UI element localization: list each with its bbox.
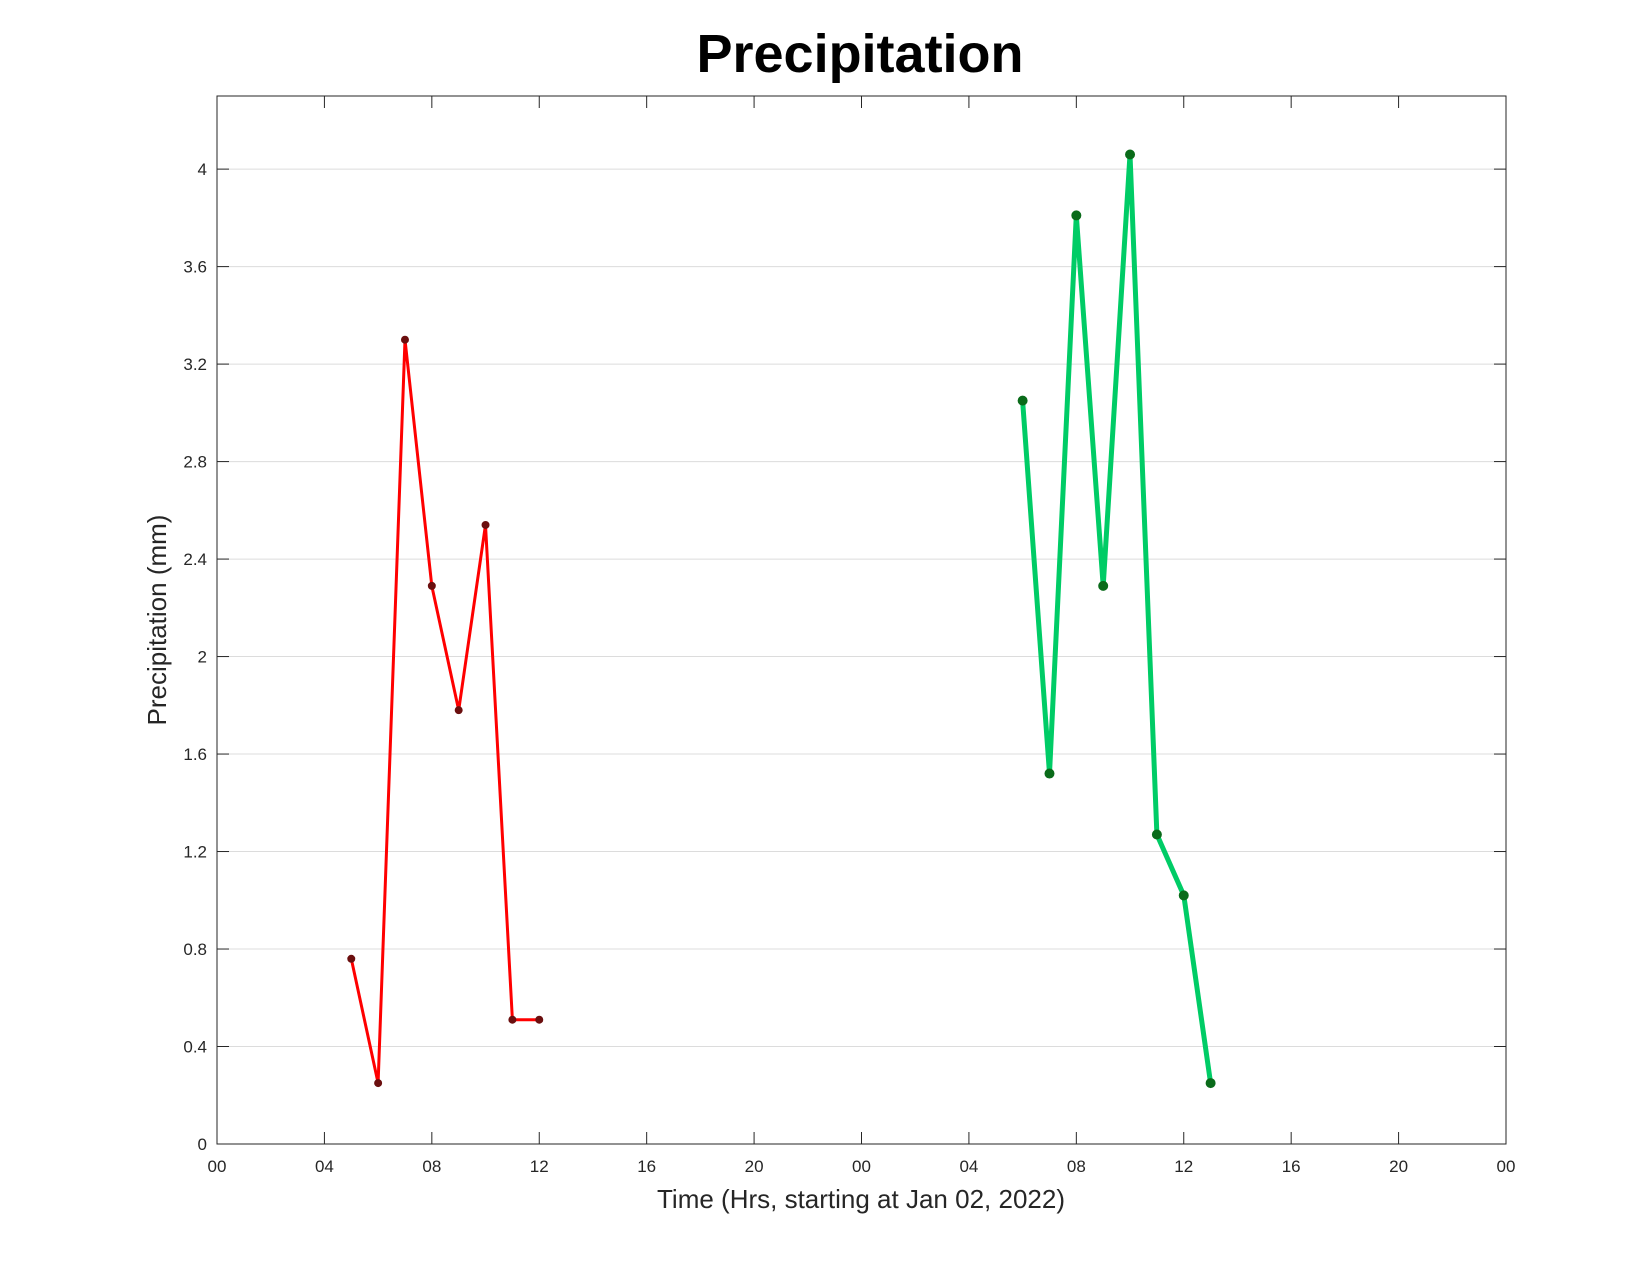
x-axis-label: Time (Hrs, starting at Jan 02, 2022) (657, 1184, 1065, 1214)
y-tick-label: 4 (198, 160, 207, 179)
chart-title: Precipitation (696, 24, 1023, 84)
y-tick-label: 0 (198, 1135, 207, 1154)
y-tick-label: 0.8 (183, 940, 207, 959)
x-tick-label: 08 (422, 1157, 441, 1176)
series-1-point (508, 1015, 517, 1024)
y-tick-label: 2.8 (183, 453, 207, 472)
series-2-point (1017, 395, 1028, 406)
series-2-point (1125, 149, 1136, 160)
x-tick-label: 08 (1067, 1157, 1086, 1176)
x-tick-label: 12 (1174, 1157, 1193, 1176)
x-tick-label: 04 (315, 1157, 334, 1176)
x-tick-label: 16 (637, 1157, 656, 1176)
series-1-point (454, 706, 463, 715)
series-2-point (1071, 210, 1082, 221)
series-1-point (535, 1015, 544, 1024)
x-tick-label: 00 (1497, 1157, 1516, 1176)
y-tick-label: 1.2 (183, 843, 207, 862)
data-series (347, 149, 1216, 1089)
series-2-point (1178, 890, 1189, 901)
series-1-point (347, 954, 356, 963)
x-tick-label: 00 (208, 1157, 227, 1176)
series-1-line (349, 339, 540, 1084)
axis-ticks: 0 0.4 0.8 1.2 1.6 2 2.4 2.8 3.2 3.6 4 00 04 08 12 16 20 0… (183, 96, 1515, 1176)
grid-lines (217, 168, 1506, 1145)
series-2-point (1098, 580, 1109, 591)
x-tick-label: 16 (1282, 1157, 1301, 1176)
y-tick-label: 2 (198, 648, 207, 667)
y-tick-label: 1.6 (183, 745, 207, 764)
series-2-point (1044, 768, 1055, 779)
series-1-point (374, 1079, 383, 1088)
series-2-line (1020, 154, 1214, 1084)
y-tick-label: 3.6 (183, 258, 207, 277)
x-tick-label: 00 (852, 1157, 871, 1176)
y-tick-label: 2.4 (183, 550, 207, 569)
x-tick-label: 04 (959, 1157, 978, 1176)
series-2-point (1205, 1078, 1216, 1089)
x-tick-label: 20 (1389, 1157, 1408, 1176)
plot-frame (216, 95, 1507, 1145)
x-tick-label: 12 (530, 1157, 549, 1176)
series-1-point (481, 520, 490, 529)
y-axis-label: Precipitation (mm) (142, 515, 172, 726)
y-tick-label: 3.2 (183, 355, 207, 374)
series-2-point (1151, 829, 1162, 840)
x-tick-label: 20 (745, 1157, 764, 1176)
y-tick-label: 0.4 (183, 1038, 207, 1057)
series-1-point (400, 335, 409, 344)
series-1-point (427, 581, 436, 590)
